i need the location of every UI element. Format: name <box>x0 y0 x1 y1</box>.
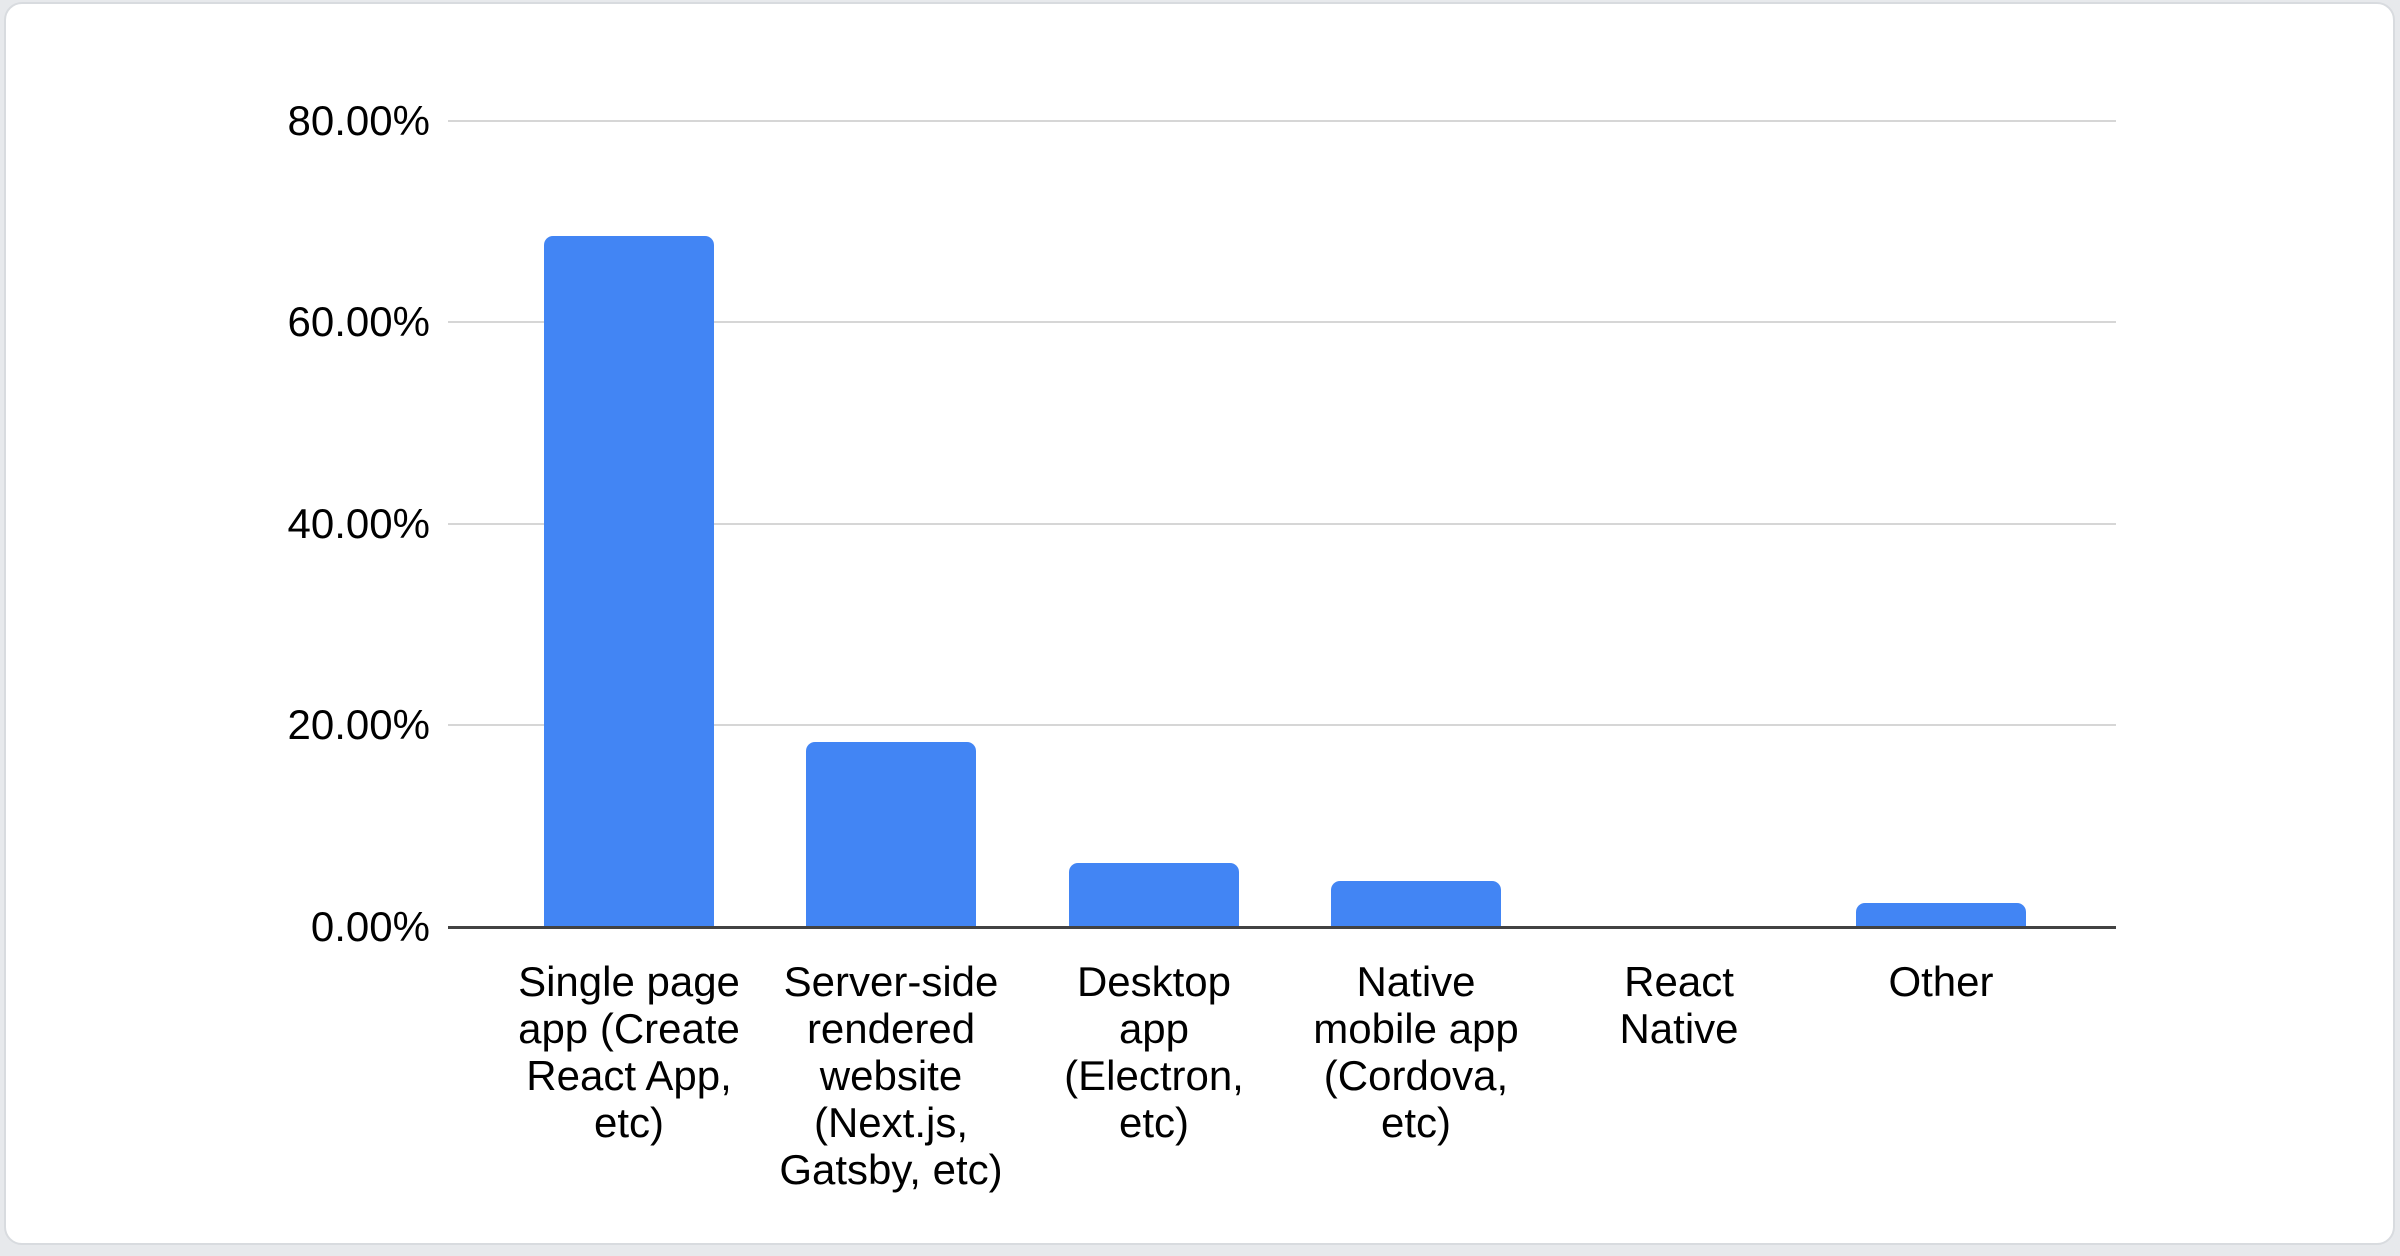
bar-6 <box>1856 903 2026 927</box>
x-axis-line <box>448 926 2116 929</box>
x-axis-label-4: Native mobile app (Cordova, etc) <box>1313 958 1519 1146</box>
gridline-40.00% <box>448 523 2116 525</box>
y-tick-label: 20.00% <box>287 701 430 748</box>
y-tick-label: 0.00% <box>310 903 430 950</box>
bar-2 <box>806 742 976 927</box>
x-axis-label-5: React Native <box>1619 958 1739 1052</box>
x-axis-label-2: Server-side rendered website (Next.js, G… <box>779 958 1003 1193</box>
y-tick-label: 40.00% <box>287 500 430 547</box>
chart-card: 0.00% 20.00% 40.00% 60.00% 80.00% Single pag… <box>4 2 2395 1245</box>
gridline-80.00% <box>448 120 2116 122</box>
gridline-20.00% <box>448 724 2116 726</box>
bar-3 <box>1069 863 1239 927</box>
x-axis-label-3: Desktop app (Electron, etc) <box>1064 958 1244 1146</box>
bar-4 <box>1331 881 1501 927</box>
bar-1 <box>544 236 714 927</box>
y-tick-label: 80.00% <box>287 97 430 144</box>
bar-chart: 0.00% 20.00% 40.00% 60.00% 80.00% Single pag… <box>6 4 2393 1243</box>
x-axis-label-6: Other <box>1888 958 1994 1005</box>
x-axis-label-1: Single page app (Create React App, etc) <box>518 958 740 1146</box>
gridline-60.00% <box>448 321 2116 323</box>
y-tick-label: 60.00% <box>287 298 430 345</box>
